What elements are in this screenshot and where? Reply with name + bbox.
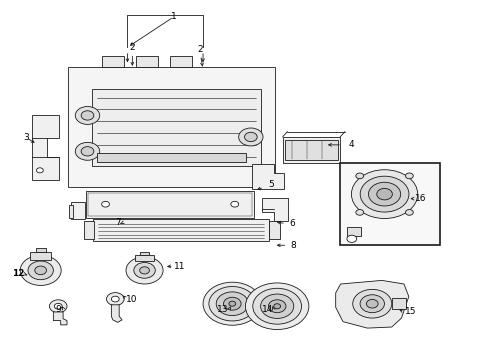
Circle shape [252, 288, 301, 324]
Bar [83, 221, 94, 239]
Bar [71, 202, 85, 220]
Polygon shape [251, 164, 283, 189]
Polygon shape [335, 280, 408, 328]
Circle shape [228, 301, 235, 306]
Bar [268, 221, 279, 239]
Circle shape [120, 70, 145, 89]
Text: 9: 9 [55, 305, 61, 314]
Circle shape [230, 201, 238, 207]
Circle shape [28, 261, 53, 280]
Text: 1: 1 [171, 12, 176, 21]
Circle shape [260, 294, 293, 319]
Circle shape [134, 262, 155, 278]
Bar [93, 220, 268, 241]
Circle shape [244, 132, 257, 141]
Bar [92, 89, 260, 166]
Bar [102, 56, 124, 67]
Circle shape [126, 257, 163, 284]
Circle shape [351, 170, 417, 219]
Text: 2: 2 [198, 45, 203, 54]
Bar [170, 56, 192, 67]
Bar [86, 191, 254, 218]
Text: 15: 15 [404, 307, 415, 316]
Bar [69, 205, 73, 218]
Bar [391, 298, 406, 309]
Text: 13: 13 [216, 305, 228, 314]
Circle shape [352, 289, 391, 318]
Text: 16: 16 [414, 194, 426, 203]
Text: 4: 4 [348, 140, 354, 149]
Circle shape [376, 188, 391, 200]
Circle shape [368, 182, 400, 206]
Bar [36, 248, 45, 252]
Circle shape [245, 283, 308, 329]
Circle shape [273, 304, 280, 309]
Text: 6: 6 [289, 219, 295, 228]
Circle shape [37, 168, 43, 173]
Circle shape [49, 300, 67, 313]
Polygon shape [53, 312, 67, 325]
Circle shape [197, 75, 208, 83]
Text: 5: 5 [268, 180, 274, 189]
Circle shape [81, 147, 94, 156]
Circle shape [106, 293, 124, 306]
Circle shape [20, 255, 61, 285]
Circle shape [359, 295, 384, 313]
Circle shape [405, 173, 412, 179]
Circle shape [191, 71, 214, 87]
Circle shape [81, 111, 94, 120]
Text: 7: 7 [115, 218, 121, 227]
Circle shape [268, 300, 285, 313]
Circle shape [355, 173, 363, 179]
Polygon shape [261, 198, 288, 221]
Text: 10: 10 [125, 294, 137, 303]
Circle shape [54, 303, 62, 309]
Bar [140, 252, 149, 255]
Circle shape [75, 142, 100, 160]
Polygon shape [32, 116, 59, 180]
Text: 12: 12 [12, 269, 24, 278]
Circle shape [223, 297, 241, 310]
Circle shape [355, 210, 363, 215]
Bar [88, 193, 251, 216]
Circle shape [346, 235, 356, 242]
Text: 3: 3 [23, 133, 29, 142]
Bar [68, 67, 275, 187]
Bar [30, 252, 51, 260]
Bar [135, 255, 154, 261]
Circle shape [75, 107, 100, 125]
Circle shape [366, 300, 377, 308]
Bar [346, 227, 360, 236]
Bar [339, 163, 439, 245]
Text: 8: 8 [290, 241, 296, 250]
Bar [285, 140, 337, 160]
Circle shape [208, 287, 255, 321]
Text: 11: 11 [174, 262, 185, 271]
Text: 2: 2 [129, 43, 135, 52]
Polygon shape [111, 305, 122, 322]
Circle shape [405, 210, 412, 215]
Bar [136, 56, 158, 67]
Circle shape [238, 128, 263, 146]
Circle shape [102, 201, 109, 207]
Circle shape [360, 176, 408, 212]
Text: 14: 14 [262, 305, 273, 314]
Circle shape [35, 266, 46, 275]
Circle shape [203, 282, 261, 325]
Bar [282, 137, 339, 163]
Bar [97, 153, 245, 162]
Circle shape [111, 296, 119, 302]
Circle shape [140, 267, 149, 274]
Circle shape [216, 292, 248, 316]
Circle shape [125, 75, 139, 85]
